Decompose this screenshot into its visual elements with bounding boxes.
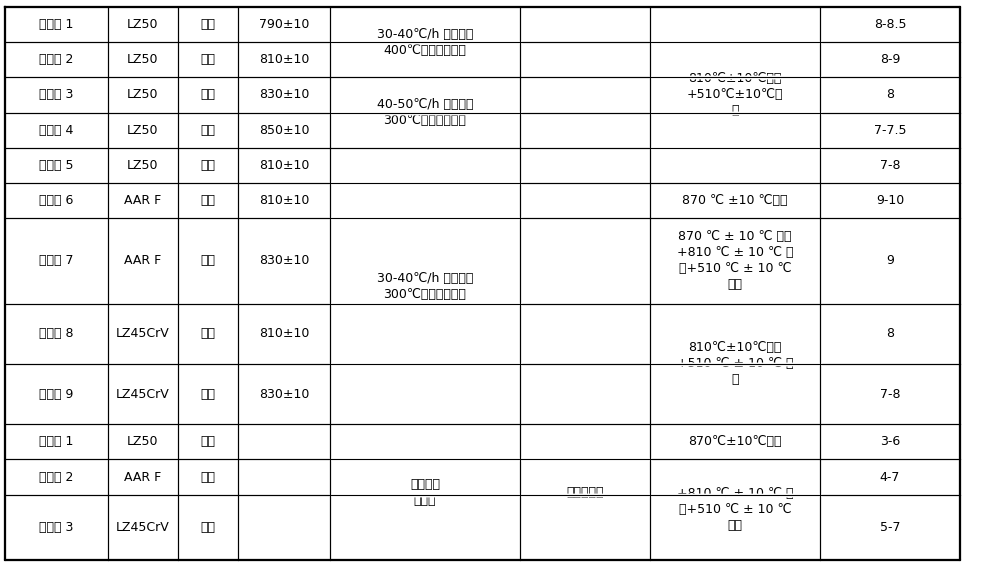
Text: 30-40℃/h 随炉冷至
300℃以下出炉空冷: 30-40℃/h 随炉冷至 300℃以下出炉空冷 xyxy=(377,272,473,301)
Text: 对比例 2: 对比例 2 xyxy=(39,471,74,484)
Text: 830±10: 830±10 xyxy=(259,388,309,401)
Text: 850±10: 850±10 xyxy=(259,124,309,137)
Text: 实施例 5: 实施例 5 xyxy=(39,159,74,172)
Text: 790±10: 790±10 xyxy=(259,18,309,31)
Text: 实施例 8: 实施例 8 xyxy=(39,327,74,340)
Text: 未在线完
全退火: 未在线完 全退火 xyxy=(410,477,440,507)
Text: LZ45CrV: LZ45CrV xyxy=(116,388,170,401)
Text: 轧制: 轧制 xyxy=(200,159,216,172)
Text: 30-40℃/h 随炉冷至
400℃以下出炉空冷: 30-40℃/h 随炉冷至 400℃以下出炉空冷 xyxy=(377,28,473,56)
Text: +810 ℃ ± 10 ℃ 正
火+510 ℃ ± 10 ℃
回火: +810 ℃ ± 10 ℃ 正 火+510 ℃ ± 10 ℃ 回火 xyxy=(677,487,793,532)
Text: 7-7.5: 7-7.5 xyxy=(874,124,906,137)
Text: 锻造: 锻造 xyxy=(200,521,216,534)
Text: 810℃±10℃正火
+510℃±10℃回
火: 810℃±10℃正火 +510℃±10℃回 火 xyxy=(687,72,783,118)
Text: 实施例 4: 实施例 4 xyxy=(39,124,74,137)
Text: 锻造: 锻造 xyxy=(200,436,216,449)
Text: 对比例 3: 对比例 3 xyxy=(39,521,74,534)
Text: 830±10: 830±10 xyxy=(259,254,309,267)
Text: 40-50℃/h 随炉冷至
300℃以下出炉空冷: 40-50℃/h 随炉冷至 300℃以下出炉空冷 xyxy=(377,98,473,127)
Text: 830±10: 830±10 xyxy=(259,89,309,102)
Text: 锻造: 锻造 xyxy=(200,124,216,137)
Text: 8-8.5: 8-8.5 xyxy=(874,18,906,31)
Text: 9-10: 9-10 xyxy=(876,194,904,207)
Text: 9: 9 xyxy=(886,254,894,267)
Text: 实施例 7: 实施例 7 xyxy=(39,254,74,267)
Text: AAR F: AAR F xyxy=(124,254,162,267)
Text: 8-9: 8-9 xyxy=(880,53,900,66)
Text: AAR F: AAR F xyxy=(124,194,162,207)
Text: 实施例 9: 实施例 9 xyxy=(39,388,74,401)
Text: LZ50: LZ50 xyxy=(127,53,159,66)
Text: 实施例 6: 实施例 6 xyxy=(39,194,74,207)
Text: 锻造: 锻造 xyxy=(200,194,216,207)
Text: 810±10: 810±10 xyxy=(259,194,309,207)
Text: LZ50: LZ50 xyxy=(127,159,159,172)
Text: 锻造: 锻造 xyxy=(200,388,216,401)
Text: 8: 8 xyxy=(886,327,894,340)
Text: 870 ℃ ±10 ℃正火: 870 ℃ ±10 ℃正火 xyxy=(682,194,788,207)
Text: 810±10: 810±10 xyxy=(259,53,309,66)
Text: 空气中冷却: 空气中冷却 xyxy=(566,486,604,499)
Text: 810±10: 810±10 xyxy=(259,159,309,172)
Text: 810±10: 810±10 xyxy=(259,327,309,340)
Text: LZ50: LZ50 xyxy=(127,89,159,102)
Text: 锻造: 锻造 xyxy=(200,18,216,31)
Text: LZ50: LZ50 xyxy=(127,124,159,137)
Text: LZ50: LZ50 xyxy=(127,436,159,449)
Text: 870℃±10℃正火: 870℃±10℃正火 xyxy=(688,436,782,449)
Text: 3-6: 3-6 xyxy=(880,436,900,449)
Text: LZ45CrV: LZ45CrV xyxy=(116,521,170,534)
Text: 7-8: 7-8 xyxy=(880,159,900,172)
Text: 轧制: 轧制 xyxy=(200,254,216,267)
Text: LZ45CrV: LZ45CrV xyxy=(116,327,170,340)
Text: 5-7: 5-7 xyxy=(880,521,900,534)
Text: 锻造: 锻造 xyxy=(200,53,216,66)
Text: 8: 8 xyxy=(886,89,894,102)
Text: 4-7: 4-7 xyxy=(880,471,900,484)
Text: 锻造: 锻造 xyxy=(200,471,216,484)
Text: 锻造: 锻造 xyxy=(200,89,216,102)
Text: AAR F: AAR F xyxy=(124,471,162,484)
Text: 对比例 1: 对比例 1 xyxy=(39,436,74,449)
Text: 实施例 3: 实施例 3 xyxy=(39,89,74,102)
Text: 实施例 1: 实施例 1 xyxy=(39,18,74,31)
Text: 870 ℃ ± 10 ℃ 正火
+810 ℃ ± 10 ℃ 正
火+510 ℃ ± 10 ℃
回火: 870 ℃ ± 10 ℃ 正火 +810 ℃ ± 10 ℃ 正 火+510 ℃ … xyxy=(677,231,793,292)
Text: LZ50: LZ50 xyxy=(127,18,159,31)
Text: 810℃±10℃正火
+510 ℃ ± 10 ℃ 回
火: 810℃±10℃正火 +510 ℃ ± 10 ℃ 回 火 xyxy=(677,341,793,386)
Text: 锻造: 锻造 xyxy=(200,327,216,340)
Text: 7-8: 7-8 xyxy=(880,388,900,401)
Text: 实施例 2: 实施例 2 xyxy=(39,53,74,66)
